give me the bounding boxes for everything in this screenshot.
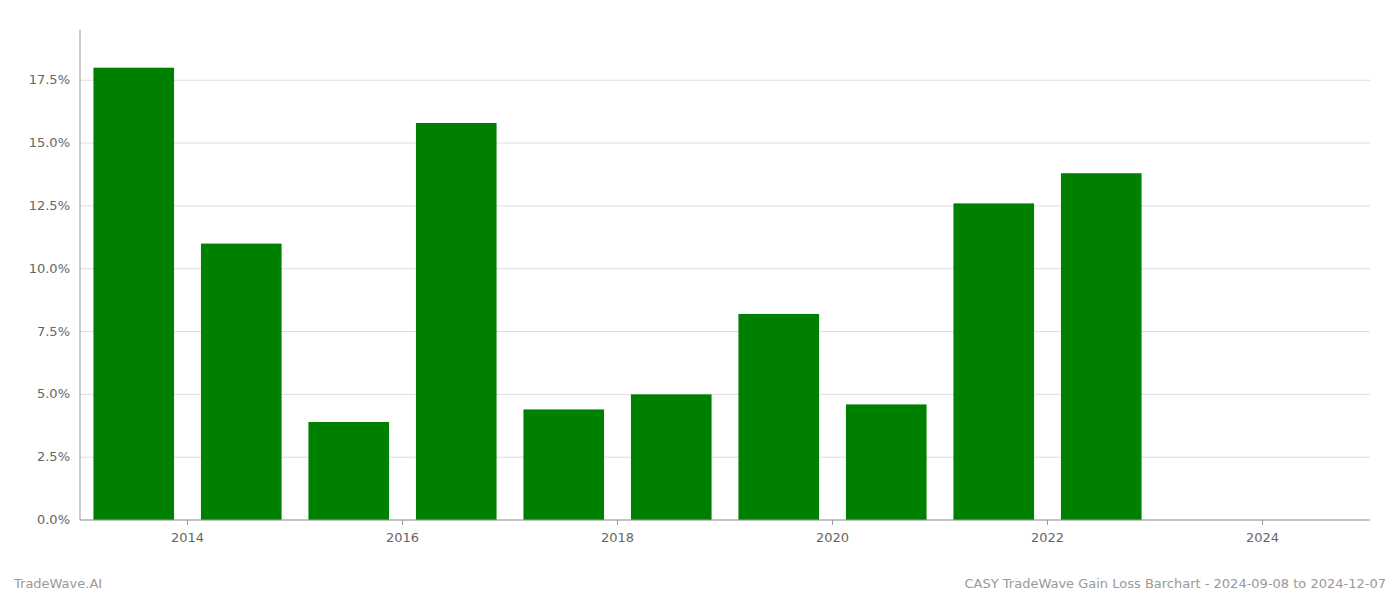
x-tick-label: 2016 <box>386 530 419 545</box>
y-tick-label: 0.0% <box>37 512 70 527</box>
bar <box>93 68 174 520</box>
x-tick <box>617 520 618 525</box>
x-tick-label: 2014 <box>171 530 204 545</box>
x-tick-label: 2022 <box>1031 530 1064 545</box>
bar <box>1061 173 1142 520</box>
x-tick-label: 2024 <box>1246 530 1279 545</box>
bar <box>416 123 497 520</box>
x-tick <box>187 520 188 525</box>
x-tick <box>1262 520 1263 525</box>
grid-line <box>80 520 1370 521</box>
x-tick-label: 2018 <box>601 530 634 545</box>
y-tick-label: 12.5% <box>29 198 70 213</box>
bars <box>93 68 1141 520</box>
y-tick-label: 2.5% <box>37 449 70 464</box>
grid-line <box>80 80 1370 81</box>
chart: 0.0% 2.5% 5.0% 7.5% 10.0% 12.5% 15.0% 17.5% 2014… <box>0 0 1400 600</box>
y-tick-label: 7.5% <box>37 324 70 339</box>
y-tick-label: 17.5% <box>29 72 70 87</box>
y-grid <box>80 80 1370 520</box>
footer-text: TradeWave.AI <box>13 576 102 591</box>
bar <box>631 394 712 520</box>
bar <box>953 203 1034 520</box>
y-tick-label: 5.0% <box>37 386 70 401</box>
x-tick <box>402 520 403 525</box>
grid-line <box>80 143 1370 144</box>
x-axis-line <box>80 520 1370 521</box>
bar <box>201 244 282 520</box>
x-tick-label: 2020 <box>816 530 849 545</box>
bar <box>738 314 819 520</box>
y-axis-line <box>80 30 81 520</box>
y-tick-label: 15.0% <box>29 135 70 150</box>
grid-line <box>80 205 1370 206</box>
y-tick-label: 10.0% <box>29 261 70 276</box>
bar <box>523 409 604 520</box>
x-tick <box>832 520 833 525</box>
x-tick <box>1047 520 1048 525</box>
bar <box>308 422 389 520</box>
bar <box>846 404 927 520</box>
footer-text: CASY TradeWave Gain Loss Barchart - 2024… <box>965 576 1386 591</box>
